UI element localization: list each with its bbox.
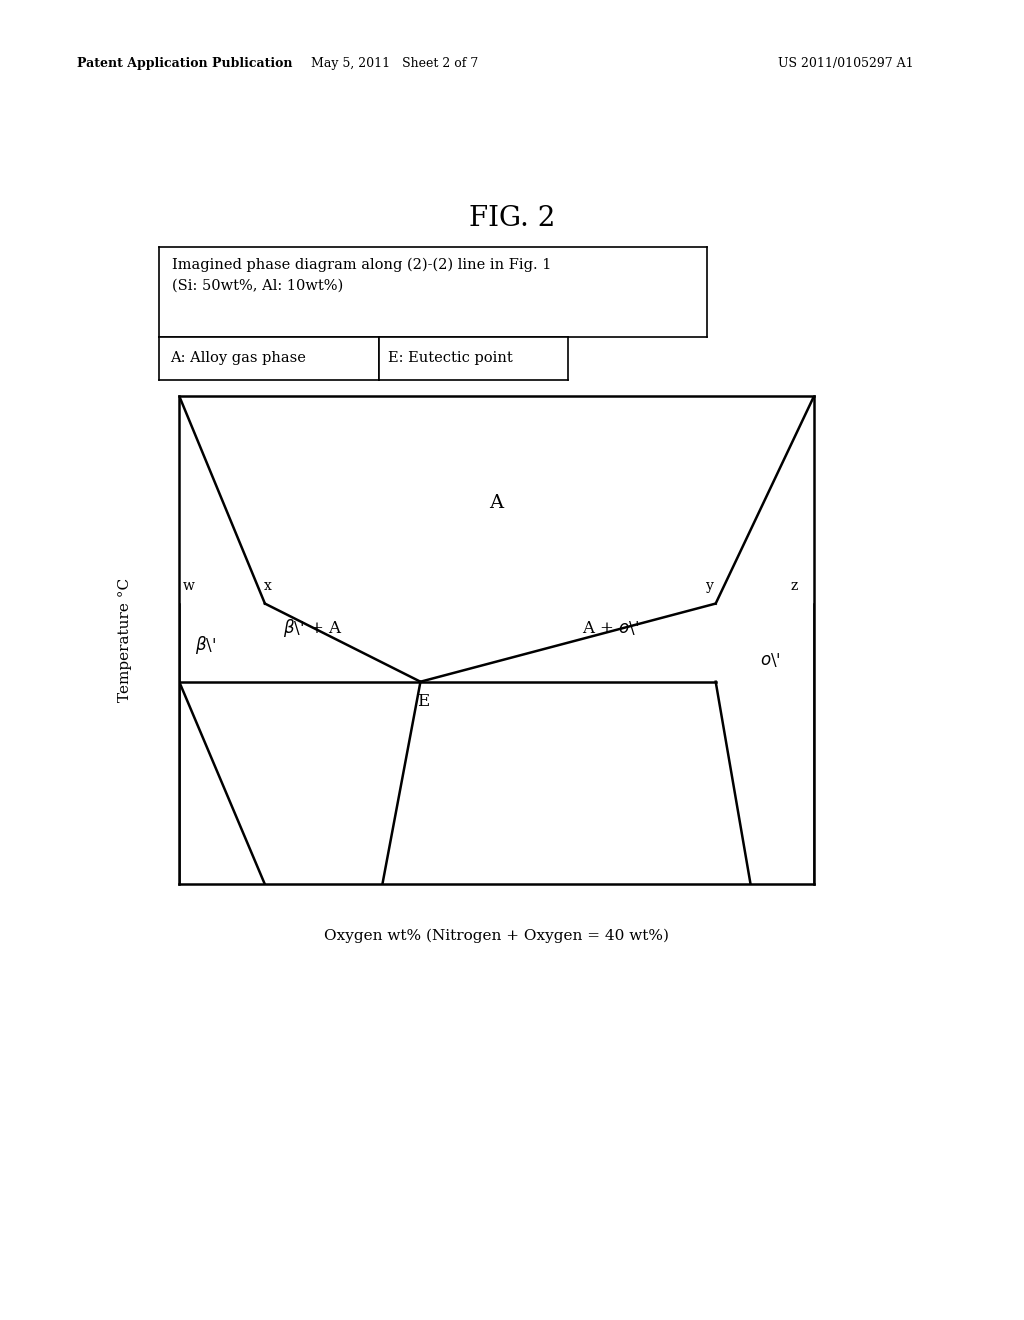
- Text: $\beta$\' + A: $\beta$\' + A: [283, 616, 342, 639]
- Text: Imagined phase diagram along (2)-(2) line in Fig. 1
(Si: 50wt%, Al: 10wt%): Imagined phase diagram along (2)-(2) lin…: [172, 257, 552, 293]
- Text: E: Eutectic point: E: Eutectic point: [388, 351, 513, 366]
- Text: Patent Application Publication: Patent Application Publication: [77, 57, 292, 70]
- Text: x: x: [264, 579, 272, 593]
- Text: w: w: [182, 579, 195, 593]
- Text: US 2011/0105297 A1: US 2011/0105297 A1: [778, 57, 913, 70]
- Text: z: z: [791, 579, 798, 593]
- Text: $\beta$\': $\beta$\': [195, 634, 216, 656]
- Text: Oxygen wt% (Nitrogen + Oxygen = 40 wt%): Oxygen wt% (Nitrogen + Oxygen = 40 wt%): [325, 928, 669, 942]
- Text: A + $o$\': A + $o$\': [583, 619, 640, 638]
- Text: May 5, 2011   Sheet 2 of 7: May 5, 2011 Sheet 2 of 7: [310, 57, 478, 70]
- Text: A: Alloy gas phase: A: Alloy gas phase: [170, 351, 305, 366]
- Text: y: y: [706, 579, 714, 593]
- Text: Temperature °C: Temperature °C: [118, 578, 132, 702]
- Text: A: A: [489, 495, 504, 512]
- Text: E: E: [418, 693, 430, 710]
- Text: $o$\': $o$\': [760, 651, 780, 669]
- Text: FIG. 2: FIG. 2: [469, 205, 555, 231]
